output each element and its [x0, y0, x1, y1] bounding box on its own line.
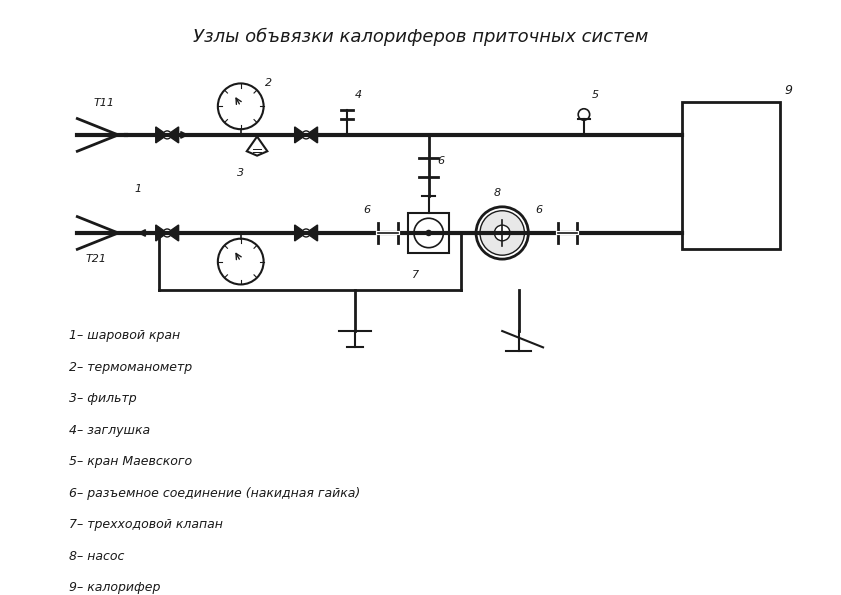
Text: 8: 8 — [494, 188, 501, 198]
Polygon shape — [167, 127, 178, 143]
Text: 8– насос: 8– насос — [69, 550, 124, 563]
Polygon shape — [306, 225, 318, 241]
Text: 2– термоманометр: 2– термоманометр — [69, 361, 193, 374]
Circle shape — [476, 207, 528, 259]
Text: 4– заглушка: 4– заглушка — [69, 424, 151, 437]
Text: T11: T11 — [93, 98, 114, 108]
Polygon shape — [156, 127, 167, 143]
Text: 6: 6 — [436, 155, 444, 165]
Polygon shape — [246, 136, 267, 156]
Polygon shape — [156, 225, 167, 241]
Polygon shape — [294, 127, 306, 143]
Text: 1: 1 — [135, 184, 141, 194]
Polygon shape — [294, 225, 306, 241]
Circle shape — [480, 211, 525, 255]
Text: Узлы объвязки калориферов приточных систем: Узлы объвязки калориферов приточных сист… — [193, 28, 648, 46]
Circle shape — [218, 239, 263, 284]
Circle shape — [414, 218, 443, 248]
Polygon shape — [306, 127, 318, 143]
Text: 7: 7 — [412, 270, 420, 280]
Text: 6: 6 — [535, 205, 542, 215]
Text: 6– разъемное соединение (накидная гайка): 6– разъемное соединение (накидная гайка) — [69, 487, 361, 500]
Text: 9– калорифер: 9– калорифер — [69, 581, 161, 594]
Circle shape — [218, 83, 263, 129]
Bar — [408, 212, 449, 253]
Circle shape — [163, 229, 172, 237]
Text: 4: 4 — [355, 90, 362, 100]
Circle shape — [163, 131, 172, 139]
Circle shape — [495, 225, 510, 241]
Circle shape — [426, 230, 432, 236]
Circle shape — [579, 109, 590, 120]
Text: 2: 2 — [265, 78, 272, 88]
Bar — [682, 102, 780, 249]
Text: 7– трехходовой клапан: 7– трехходовой клапан — [69, 518, 223, 531]
Text: 5– кран Маевского: 5– кран Маевского — [69, 455, 193, 468]
Text: 1– шаровой кран: 1– шаровой кран — [69, 330, 180, 343]
Text: 3– фильтр: 3– фильтр — [69, 392, 137, 405]
Text: 6: 6 — [363, 205, 370, 215]
Circle shape — [302, 229, 310, 237]
Text: 3: 3 — [236, 168, 244, 178]
Text: T21: T21 — [86, 253, 107, 264]
Circle shape — [302, 131, 310, 139]
Polygon shape — [167, 225, 178, 241]
Text: 9: 9 — [784, 84, 792, 97]
Text: 5: 5 — [592, 90, 600, 100]
